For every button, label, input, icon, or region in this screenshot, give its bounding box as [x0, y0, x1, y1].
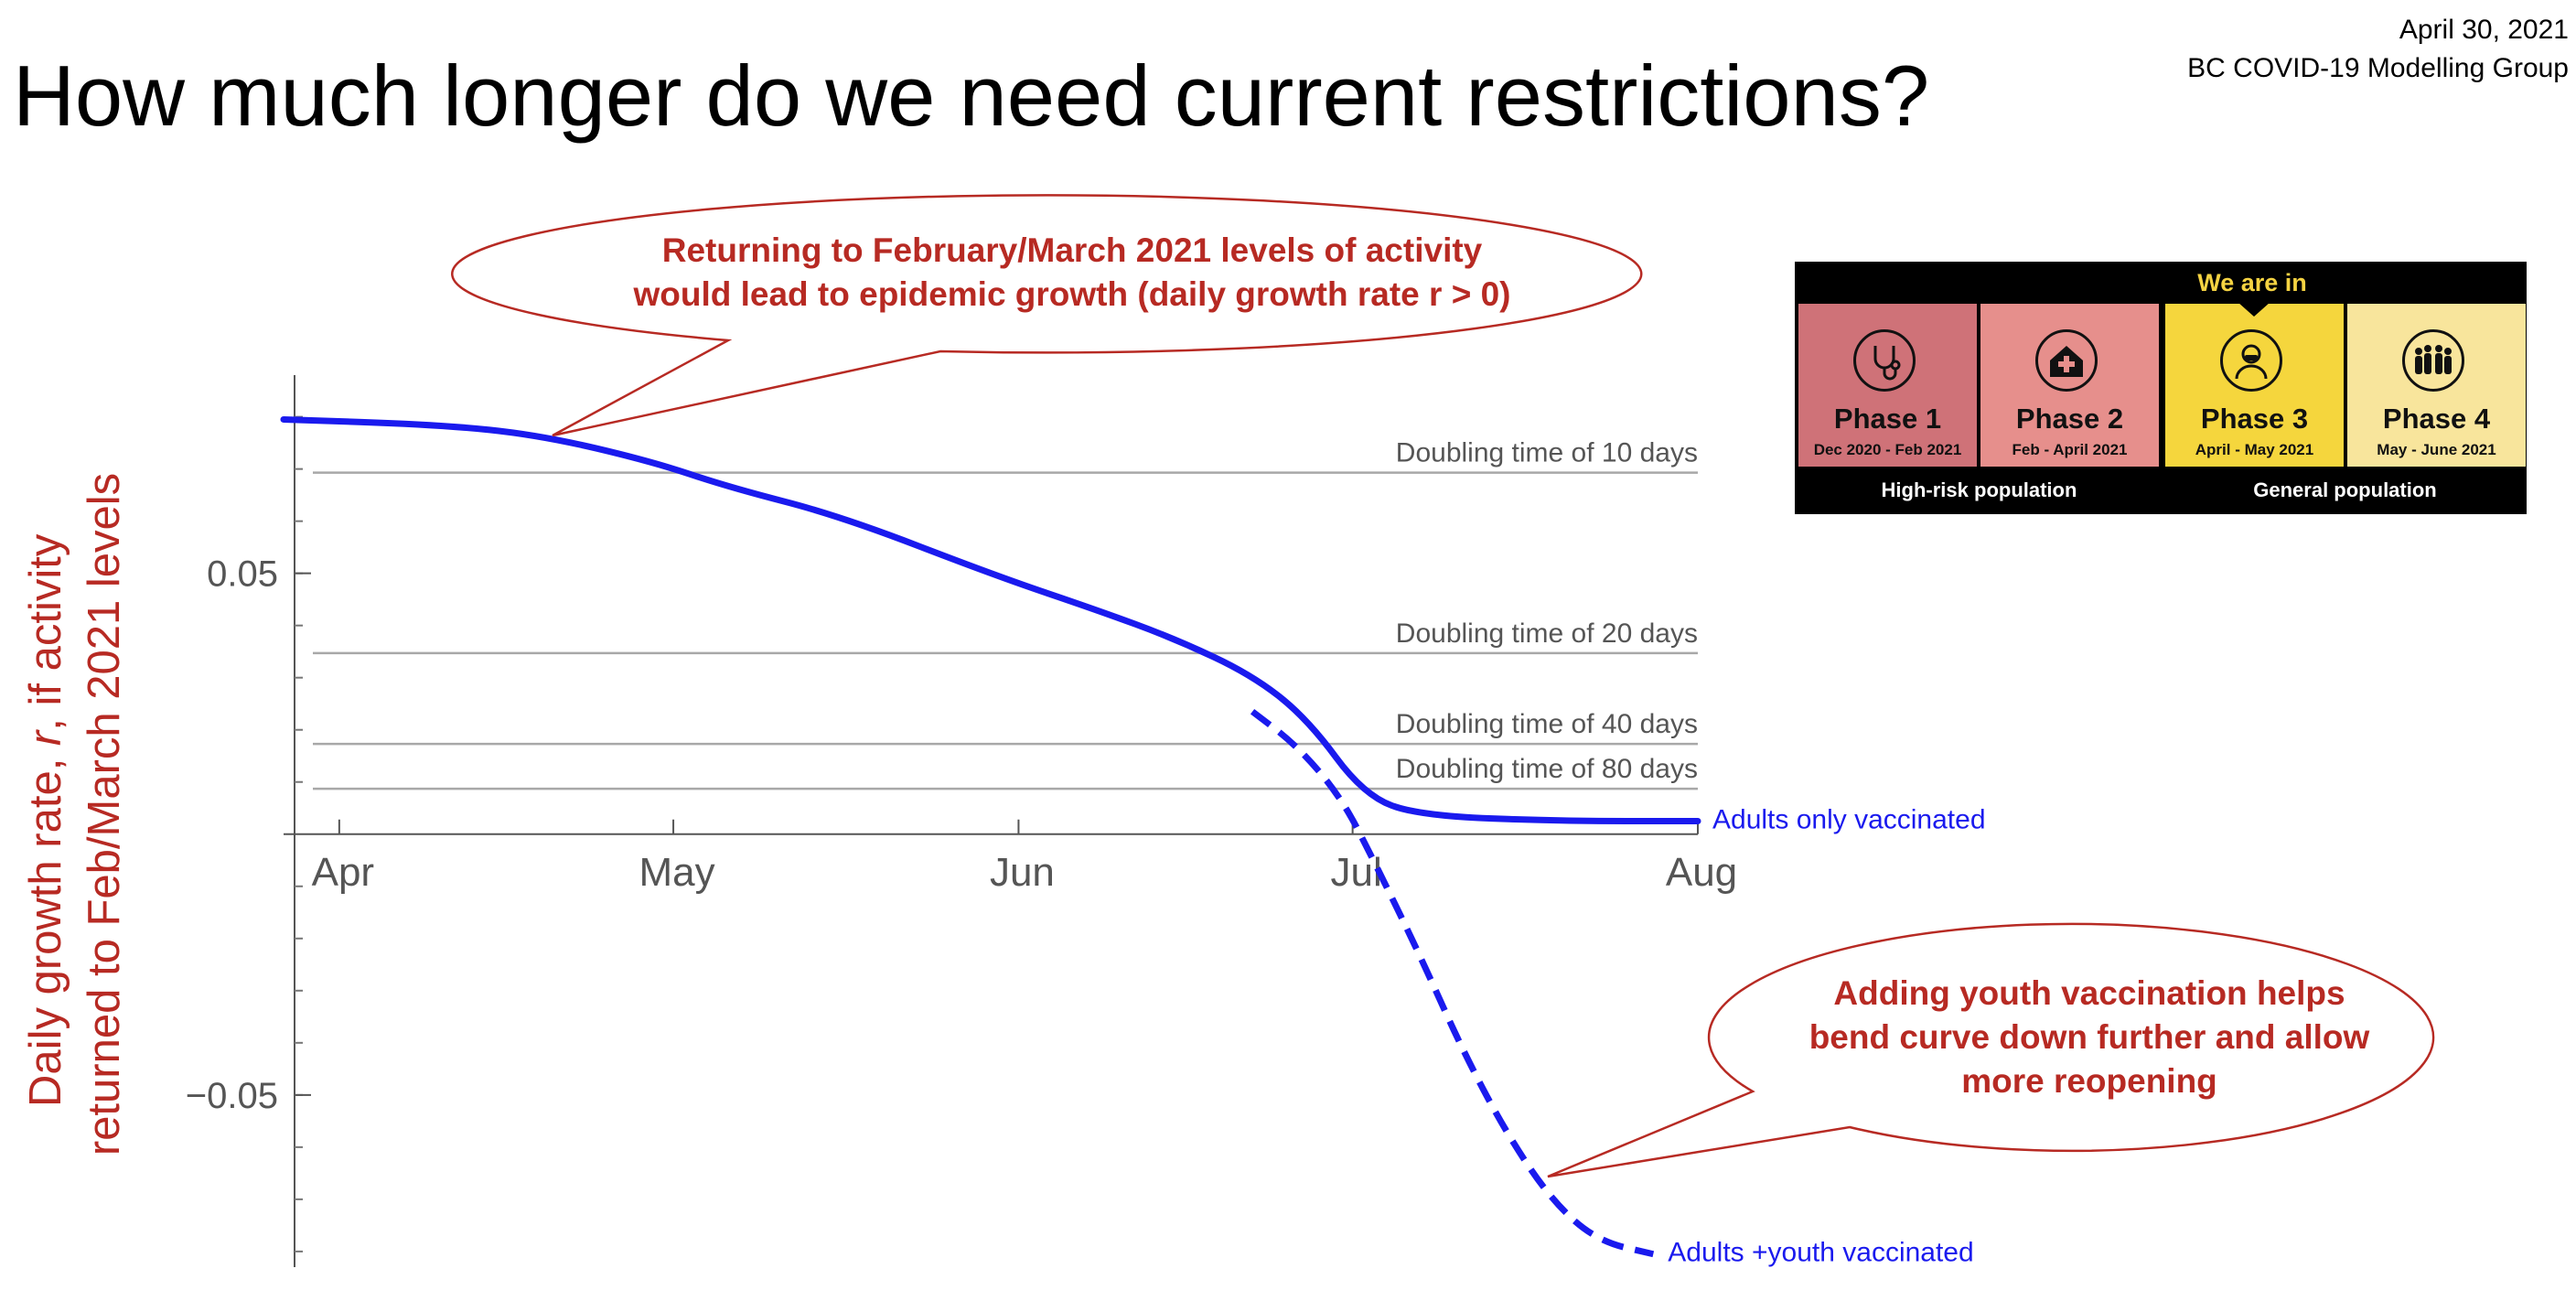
x-tick-label: Jul [1331, 850, 1382, 895]
person-icon [2220, 329, 2282, 392]
date-label: April 30, 2021 [2399, 15, 2569, 45]
phase-2-box: Phase 2 Feb - April 2021 [1980, 304, 2159, 467]
phase-name: Phase 3 [2200, 403, 2309, 435]
doubling-time-label: Doubling time of 80 days [1396, 754, 1698, 784]
doubling-time-lines: Doubling time of 10 days Doubling time of… [313, 438, 1698, 790]
phase-4-box: Phase 4 May - June 2021 [2347, 304, 2526, 467]
y-axis-label: Daily growth rate, r, if activity return… [21, 473, 129, 1156]
x-tick-label: Jun [990, 850, 1055, 895]
phase-dates: May - June 2021 [2377, 441, 2496, 458]
doubling-time-label: Doubling time of 40 days [1396, 709, 1698, 739]
series-label: Adults only vaccinated [1712, 805, 1986, 835]
chart-series: Adults only vaccinated Adults +youth vacc… [280, 415, 1986, 1268]
callout-epidemic-growth: Returning to February/March 2021 levels … [451, 194, 1643, 437]
x-tick-label: May [639, 850, 715, 895]
phase-dates: Dec 2020 - Feb 2021 [1813, 441, 1962, 458]
phase-3-box: Phase 3 April - May 2021 [2165, 304, 2344, 467]
general-population-label: General population [2253, 478, 2437, 501]
chart-axes: 0.05 −0.05 Apr May Jun Jul Aug [186, 375, 1737, 1267]
series-line-adults-youth [1250, 708, 1655, 1258]
phase-1-box: Phase 1 Dec 2020 - Feb 2021 [1798, 304, 1977, 467]
callout-bubble [451, 194, 1643, 437]
series-label: Adults +youth vaccinated [1668, 1238, 1973, 1268]
callout-youth-vaccination: Adding youth vaccination helps bend curv… [1547, 922, 2435, 1178]
phase-name: Phase 4 [2382, 403, 2491, 435]
stethoscope-icon [1853, 329, 1916, 392]
y-tick-label: −0.05 [186, 1076, 278, 1116]
we-are-in-label: We are in [2197, 269, 2307, 296]
callout-text-line-2: would lead to epidemic growth (daily gro… [632, 275, 1510, 313]
doubling-time-label: Doubling time of 10 days [1396, 438, 1698, 468]
y-tick-label: 0.05 [207, 554, 278, 595]
phase-dates: Feb - April 2021 [2012, 441, 2128, 458]
page-title: How much longer do we need current restr… [13, 48, 1930, 144]
callout-bubble [1547, 922, 2435, 1178]
phase-name: Phase 1 [1833, 403, 1942, 435]
x-tick-label: Aug [1666, 850, 1737, 895]
phase-name: Phase 2 [2015, 403, 2124, 435]
callout-text-line-1: Returning to February/March 2021 levels … [662, 231, 1483, 269]
callout-text-line-2: bend curve down further and allow [1809, 1018, 2370, 1056]
phase-dates: April - May 2021 [2195, 441, 2314, 458]
callout-text-line-3: more reopening [1961, 1062, 2217, 1100]
series-line-adults-only [280, 415, 1701, 824]
crowd-icon [2402, 329, 2464, 392]
doubling-time-label: Doubling time of 20 days [1396, 618, 1698, 649]
y-axis-label-line-1: Daily growth rate, r, if activity [21, 533, 70, 1107]
vaccination-phase-banner: We are in Phase 1 Dec 2020 - Feb 2021 Ph… [1795, 262, 2527, 514]
y-axis-label-line-2: returned to Feb/March 2021 levels [80, 473, 129, 1156]
current-phase-pointer [2238, 302, 2270, 317]
high-risk-population-label: High-risk population [1881, 478, 2077, 501]
x-tick-label: Apr [312, 850, 374, 895]
callout-text-line-1: Adding youth vaccination helps [1833, 974, 2345, 1012]
care-home-icon [2035, 329, 2098, 392]
organization-label: BC COVID-19 Modelling Group [2187, 53, 2569, 83]
